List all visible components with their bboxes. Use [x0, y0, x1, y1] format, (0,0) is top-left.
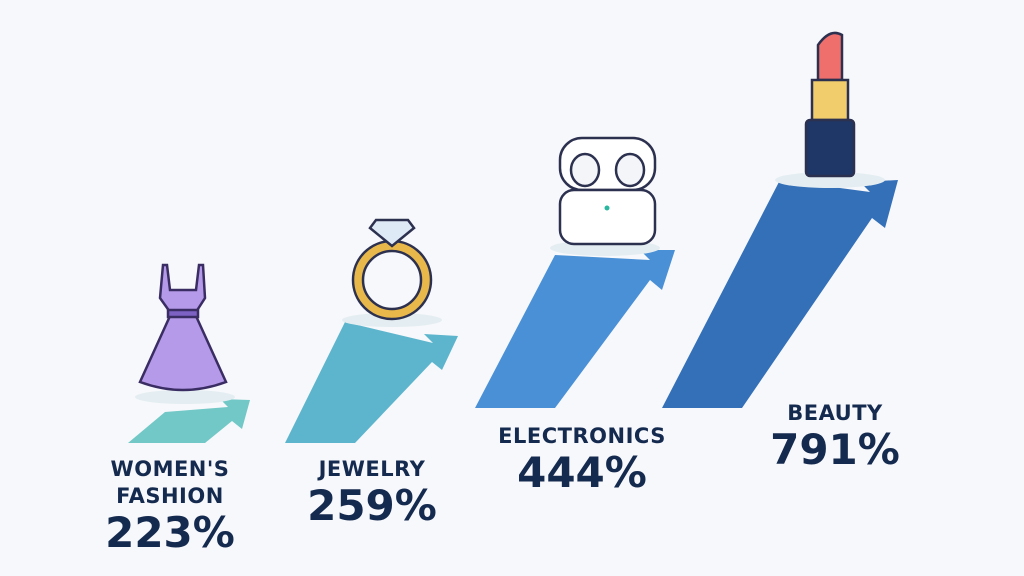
item-value: 444% [517, 448, 647, 497]
arrow [128, 399, 250, 443]
arrow [285, 322, 458, 443]
ring-icon [351, 218, 433, 321]
arrow [662, 180, 898, 408]
lipstick-icon [804, 31, 856, 178]
item-value: 223% [105, 508, 235, 557]
item: BEAUTY 791% [735, 400, 935, 473]
arrow [475, 250, 675, 408]
item: WOMEN'S FASHION 223% [70, 456, 270, 556]
item: ELECTRONICS 444% [482, 423, 682, 496]
earbuds-icon [558, 136, 657, 246]
item-value: 791% [770, 425, 900, 474]
item-label: WOMEN'S FASHION [110, 457, 230, 508]
platform [135, 390, 235, 404]
item-label: BEAUTY [787, 401, 883, 425]
item-label: ELECTRONICS [498, 424, 666, 448]
platform [775, 172, 885, 188]
dress-icon [138, 263, 228, 392]
item: JEWELRY 259% [272, 456, 472, 529]
item-label: JEWELRY [318, 457, 426, 481]
item-value: 259% [307, 481, 437, 530]
